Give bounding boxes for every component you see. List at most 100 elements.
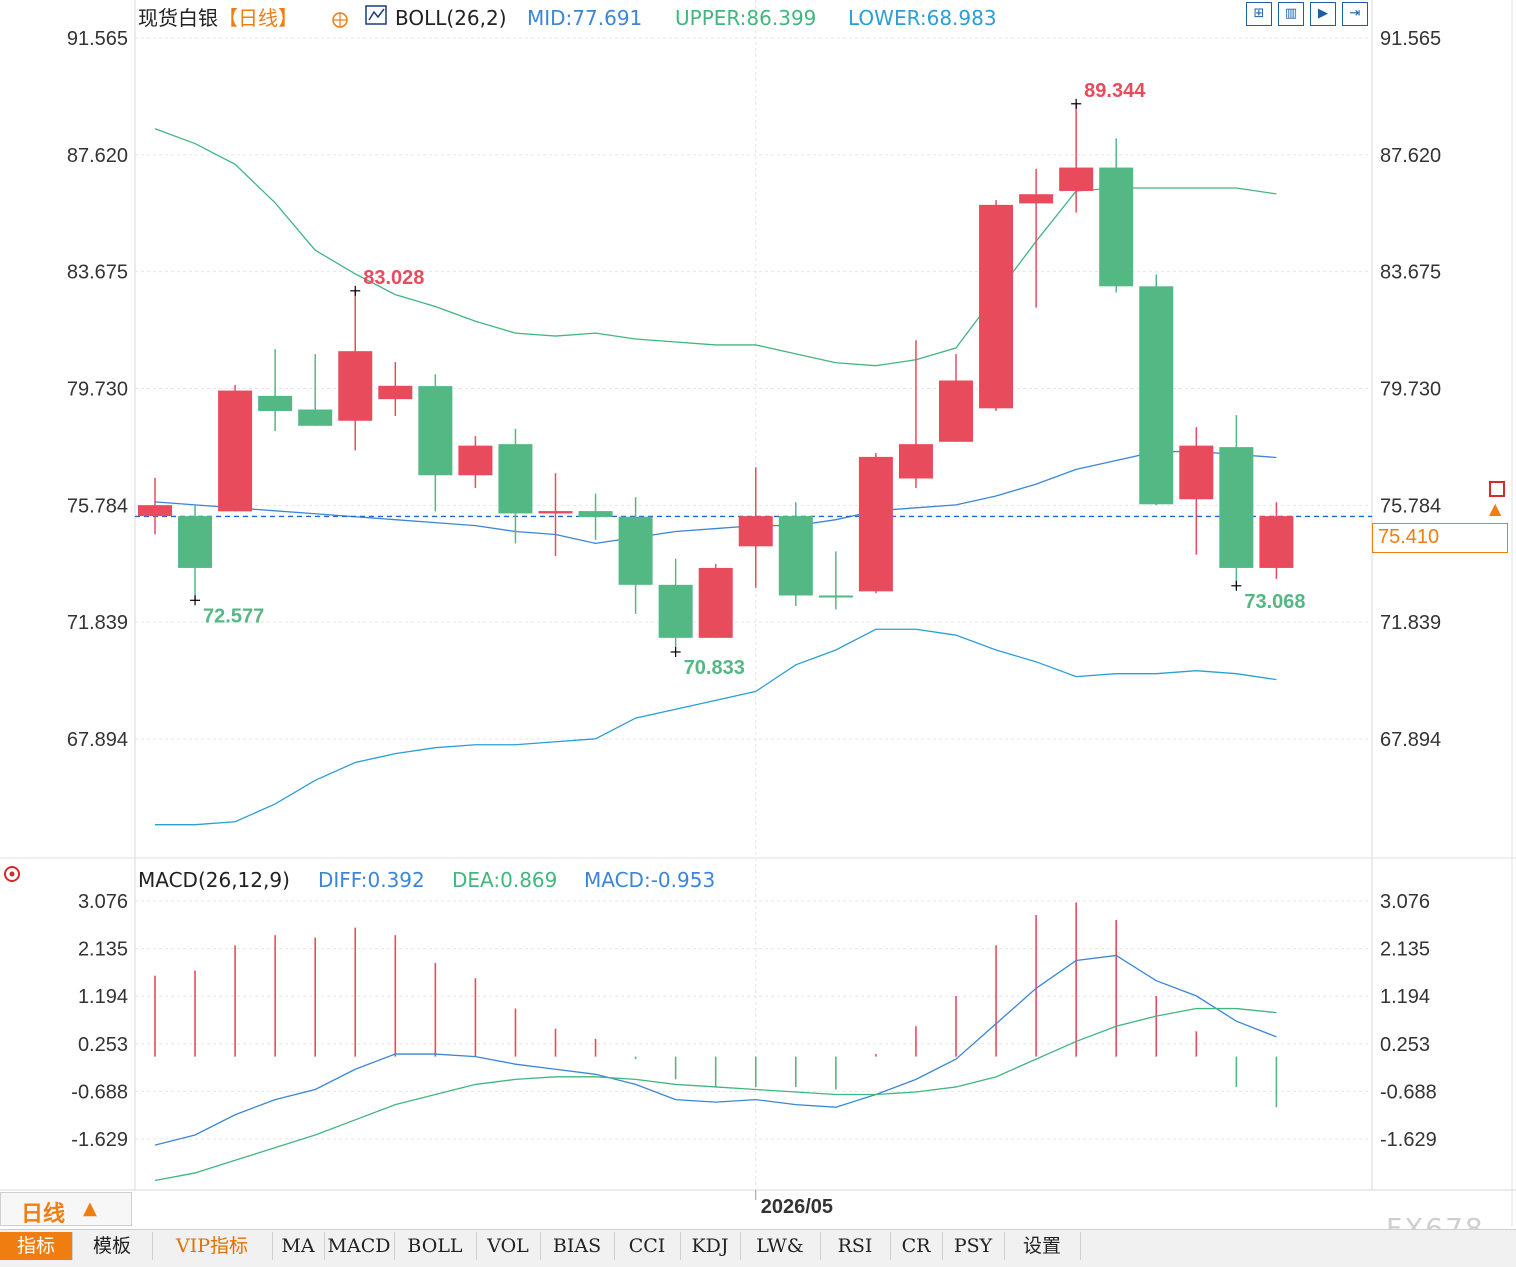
boll-mid-line bbox=[154, 450, 1277, 545]
candle-body bbox=[498, 444, 533, 514]
candle-body bbox=[338, 351, 373, 421]
candle-body bbox=[458, 445, 493, 476]
scroll-up-icon[interactable]: ▲ bbox=[1489, 499, 1502, 518]
settings-icon[interactable] bbox=[4, 866, 20, 882]
candle-body bbox=[778, 516, 813, 596]
price-tick-left: 79.730 bbox=[67, 378, 128, 400]
grid-view-button[interactable]: ⊞ bbox=[1246, 2, 1272, 26]
price-annotations: 83.028 72.577 70.833 89.344 73.068 bbox=[190, 80, 1306, 679]
candle-body bbox=[578, 511, 613, 518]
boll-mid-value: MID:77.691 bbox=[527, 6, 642, 30]
x-axis-label: 2026/05 bbox=[761, 1196, 833, 1218]
price-tick-left: 83.675 bbox=[67, 262, 128, 284]
chart-header: 现货白银【日线】 BOLL(26,2) MID:77.691 UPPER:86.… bbox=[138, 6, 997, 892]
macd-diff-line bbox=[154, 954, 1277, 1146]
chart-icon: ▥ bbox=[1284, 6, 1298, 21]
candle-body bbox=[298, 409, 333, 426]
playback-button[interactable]: ▶ bbox=[1310, 2, 1336, 26]
candle-body bbox=[818, 595, 853, 598]
grid-lines bbox=[0, 0, 1516, 1226]
price-tick-right: 75.784 bbox=[1380, 495, 1441, 517]
tab-2[interactable]: VIP指标 bbox=[152, 1232, 273, 1260]
period-selector[interactable]: 日线 ▲ bbox=[0, 1192, 132, 1227]
candle-body bbox=[138, 505, 172, 517]
indicator-chart-icon-line bbox=[368, 8, 385, 21]
macd-tick-right: -0.688 bbox=[1380, 1081, 1437, 1103]
tab-4[interactable]: MACD bbox=[324, 1232, 395, 1260]
macd-tick-right: 2.135 bbox=[1380, 939, 1430, 961]
tab-5[interactable]: BOLL bbox=[394, 1232, 477, 1260]
price-tick-left: 67.894 bbox=[67, 729, 128, 751]
period-tag: 【日线】 bbox=[218, 6, 298, 30]
price-tick-right: 83.675 bbox=[1380, 262, 1441, 284]
tab-9[interactable]: KDJ bbox=[680, 1232, 741, 1260]
candle-body bbox=[538, 511, 573, 514]
extreme-label: 89.344 bbox=[1084, 80, 1146, 102]
macd-indicator-label: MACD(26,12,9) bbox=[138, 868, 290, 892]
tab-13[interactable]: PSY bbox=[942, 1232, 1005, 1260]
candle-body bbox=[1259, 516, 1294, 568]
macd-tick-right: -1.629 bbox=[1380, 1129, 1437, 1151]
candle-body bbox=[898, 444, 933, 479]
export-button[interactable]: ⇥ bbox=[1342, 2, 1368, 26]
price-tick-left: 91.565 bbox=[67, 28, 128, 50]
macd-tick-left: 0.253 bbox=[78, 1034, 128, 1056]
price-tick-right: 91.565 bbox=[1380, 28, 1441, 50]
extreme-label: 70.833 bbox=[684, 657, 745, 679]
candle-body bbox=[618, 516, 653, 585]
tab-11[interactable]: RSI bbox=[820, 1232, 891, 1260]
macd-tick-left: -0.688 bbox=[71, 1081, 128, 1103]
tab-6[interactable]: VOL bbox=[476, 1232, 541, 1260]
chart-style-button[interactable]: ▥ bbox=[1278, 2, 1304, 26]
macd-tick-right: 0.253 bbox=[1380, 1034, 1430, 1056]
candle-body bbox=[258, 395, 293, 411]
tab-1[interactable]: 模板 bbox=[72, 1232, 153, 1260]
draw-tool-button[interactable] bbox=[1489, 481, 1505, 497]
candle-body bbox=[1179, 445, 1214, 500]
macd-tick-left: 2.135 bbox=[78, 939, 128, 961]
extreme-label: 73.068 bbox=[1244, 591, 1305, 613]
candle-body bbox=[218, 390, 253, 512]
candle-body bbox=[858, 456, 893, 592]
candle-body bbox=[1099, 167, 1134, 287]
tab-0[interactable]: 指标 bbox=[0, 1232, 73, 1260]
boll-lower-value: LOWER:68.983 bbox=[848, 6, 997, 30]
tab-14[interactable]: 设置 bbox=[1004, 1232, 1081, 1260]
price-tick-right: 79.730 bbox=[1380, 378, 1441, 400]
svg-text:现货白银【日线】: 现货白银【日线】 bbox=[138, 6, 298, 30]
period-label: 日线 bbox=[21, 1202, 66, 1227]
price-tick-right: 67.894 bbox=[1380, 729, 1441, 751]
boll-lower-line bbox=[155, 628, 1277, 826]
candle-body bbox=[1059, 167, 1094, 191]
macd-tick-right: 3.076 bbox=[1380, 891, 1430, 913]
macd-diff-value: DIFF:0.392 bbox=[318, 868, 425, 892]
macd-tick-right: 1.194 bbox=[1380, 986, 1430, 1008]
candle-body bbox=[658, 584, 693, 638]
tab-8[interactable]: CCI bbox=[614, 1232, 681, 1260]
macd-tick-left: 1.194 bbox=[78, 986, 128, 1008]
macd-panel bbox=[154, 902, 1278, 1182]
current-price-tag: 75.410 bbox=[1372, 523, 1508, 553]
axis-labels: 91.565 91.565 87.620 87.620 83.675 83.675 79.7… bbox=[67, 28, 1441, 1218]
macd-tick-left: -1.629 bbox=[71, 1129, 128, 1151]
price-tick-left: 87.620 bbox=[67, 145, 128, 167]
candles[interactable] bbox=[138, 103, 1294, 648]
extreme-label: 83.028 bbox=[363, 267, 424, 289]
candle-body bbox=[378, 385, 413, 400]
candle-body bbox=[939, 380, 973, 442]
tab-3[interactable]: MA bbox=[272, 1232, 325, 1260]
settings-icon-dot bbox=[9, 871, 15, 877]
current-price-value: 75.410 bbox=[1378, 526, 1440, 548]
caret-up-icon: ▲ bbox=[83, 1198, 97, 1219]
price-tick-left: 71.839 bbox=[67, 612, 128, 634]
tab-12[interactable]: CR bbox=[890, 1232, 943, 1260]
boll-upper-value: UPPER:86.399 bbox=[675, 6, 816, 30]
candle-body bbox=[1019, 194, 1054, 204]
grid-icon: ⊞ bbox=[1253, 6, 1265, 21]
tab-7[interactable]: BIAS bbox=[540, 1232, 615, 1260]
candle-body bbox=[738, 516, 773, 547]
candle-body bbox=[1139, 286, 1174, 505]
tab-10[interactable]: LW& bbox=[740, 1232, 821, 1260]
play-icon: ▶ bbox=[1318, 6, 1328, 21]
indicator-tab-bar bbox=[0, 1229, 1516, 1267]
